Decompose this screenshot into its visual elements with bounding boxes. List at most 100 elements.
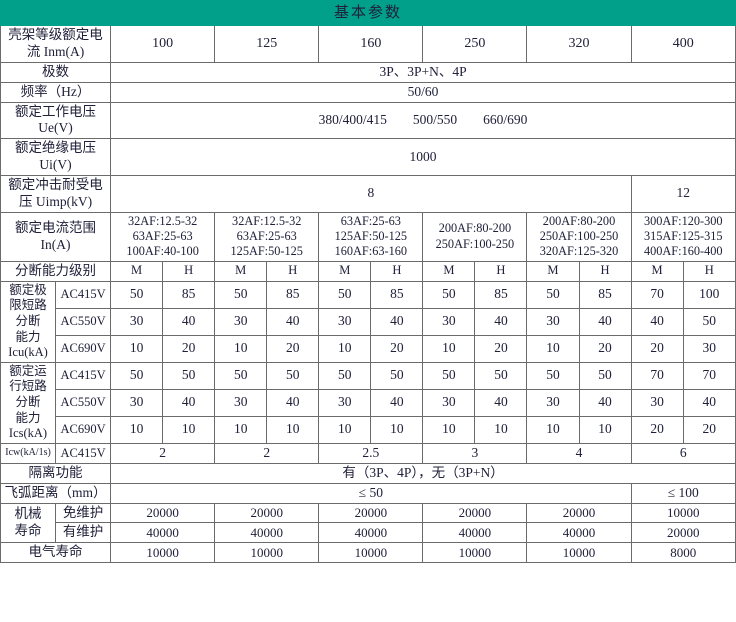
rated-current-range-row: 额定电流范围 In(A) 32AF:12.5-32 63AF:25-63 100… bbox=[0, 211, 736, 262]
breaking-class-3: H bbox=[266, 260, 320, 282]
icu-0-11: 100 bbox=[682, 280, 736, 309]
icw-value-5: 6 bbox=[630, 442, 736, 464]
mechanical-life-1-5: 20000 bbox=[630, 522, 736, 544]
mechanical-life-0-0: 20000 bbox=[110, 502, 216, 524]
breaking-class-8: M bbox=[526, 260, 580, 282]
ics-2-10: 20 bbox=[630, 415, 684, 444]
icu-0-9: 85 bbox=[578, 280, 632, 309]
poles-value: 3P、3P+N、4P bbox=[110, 61, 736, 83]
uimp-value-main: 8 bbox=[110, 175, 632, 213]
ics-1-11: 40 bbox=[682, 388, 736, 417]
mechanical-life-1-4: 40000 bbox=[526, 522, 632, 544]
mechanical-life-0-1: 20000 bbox=[214, 502, 320, 524]
ics-1-7: 40 bbox=[474, 388, 528, 417]
isolation-value: 有（3P、4P），无（3P+N） bbox=[110, 462, 736, 484]
ics-1-4: 30 bbox=[318, 388, 372, 417]
poles-row: 极数 3P、3P+N、4P bbox=[0, 61, 736, 83]
row-label-frequency: 频率（Hz） bbox=[0, 81, 112, 103]
mechanical-life-0-3: 20000 bbox=[422, 502, 528, 524]
icu-1-9: 40 bbox=[578, 307, 632, 336]
ics-2-7: 10 bbox=[474, 415, 528, 444]
icu-row-1: AC550V 30 40 30 40 30 40 30 40 30 40 40 … bbox=[1, 307, 736, 336]
icu-0-0: 50 bbox=[110, 280, 164, 309]
ics-0-2: 50 bbox=[214, 361, 268, 390]
icu-0-2: 50 bbox=[214, 280, 268, 309]
icu-row-2: AC690V 10 20 10 20 10 20 10 20 10 20 20 … bbox=[1, 334, 736, 363]
arc-distance-last: ≤ 100 bbox=[630, 482, 736, 504]
in-range-0: 32AF:12.5-32 63AF:25-63 100AF:40-100 bbox=[110, 211, 216, 262]
frame-value-3: 250 bbox=[422, 25, 528, 63]
icu-0-7: 85 bbox=[474, 280, 528, 309]
page-title: 基本参数 bbox=[0, 0, 736, 26]
icu-1-8: 30 bbox=[526, 307, 580, 336]
arc-distance-main: ≤ 50 bbox=[110, 482, 632, 504]
electrical-life-3: 10000 bbox=[422, 542, 528, 564]
row-label-icw: Icw(kA/1s) bbox=[0, 442, 57, 464]
ics-1-6: 30 bbox=[422, 388, 476, 417]
frame-value-0: 100 bbox=[110, 25, 216, 63]
icu-row-0: 额定极 限短路 分断 能力 Icu(kA) AC415V 50 85 50 85… bbox=[0, 280, 736, 363]
mechanical-life-0-4: 20000 bbox=[526, 502, 632, 524]
icw-row: Icw(kA/1s) AC415V 2 2 2.5 3 4 6 bbox=[0, 442, 736, 464]
ics-1-3: 40 bbox=[266, 388, 320, 417]
icu-2-10: 20 bbox=[630, 334, 684, 363]
ui-value: 1000 bbox=[110, 138, 736, 176]
ics-0-7: 50 bbox=[474, 361, 528, 390]
ics-1-5: 40 bbox=[370, 388, 424, 417]
icu-sublabel-2: AC690V bbox=[55, 334, 112, 363]
icw-sublabel: AC415V bbox=[55, 442, 112, 464]
icu-0-4: 50 bbox=[318, 280, 372, 309]
icu-2-3: 20 bbox=[266, 334, 320, 363]
row-label-in-range: 额定电流范围 In(A) bbox=[0, 211, 112, 262]
ics-2-4: 10 bbox=[318, 415, 372, 444]
icu-1-1: 40 bbox=[162, 307, 216, 336]
ics-2-6: 10 bbox=[422, 415, 476, 444]
row-label-frame-rating: 壳架等级额定电 流 Inm(A) bbox=[0, 25, 112, 63]
frame-rating-row: 壳架等级额定电 流 Inm(A) 100 125 160 250 320 400 bbox=[0, 25, 736, 63]
electrical-life-2: 10000 bbox=[318, 542, 424, 564]
icu-2-5: 20 bbox=[370, 334, 424, 363]
row-label-electrical-life: 电气寿命 bbox=[0, 542, 112, 564]
icu-2-9: 20 bbox=[578, 334, 632, 363]
ue-value-1: 500/550 bbox=[412, 111, 458, 127]
icu-sublabel-0: AC415V bbox=[55, 280, 112, 309]
ics-0-3: 50 bbox=[266, 361, 320, 390]
mechanical-life-1-0: 40000 bbox=[110, 522, 216, 544]
row-label-breaking-class: 分断能力级别 bbox=[0, 260, 112, 282]
uimp-value-last: 12 bbox=[630, 175, 736, 213]
ics-1-8: 30 bbox=[526, 388, 580, 417]
rated-insulation-voltage-row: 额定绝缘电压 Ui(V) 1000 bbox=[0, 138, 736, 176]
in-range-5: 300AF:120-300 315AF:125-315 400AF:160-40… bbox=[630, 211, 736, 262]
ics-2-11: 20 bbox=[682, 415, 736, 444]
breaking-class-2: M bbox=[214, 260, 268, 282]
mechanical-life-1-2: 40000 bbox=[318, 522, 424, 544]
icu-1-7: 40 bbox=[474, 307, 528, 336]
frame-value-1: 125 bbox=[214, 25, 320, 63]
icu-2-1: 20 bbox=[162, 334, 216, 363]
frequency-value: 50/60 bbox=[110, 81, 736, 103]
icw-value-1: 2 bbox=[214, 442, 320, 464]
rated-working-voltage-row: 额定工作电压 Ue(V) 380/400/415 500/550 660/690 bbox=[0, 101, 736, 140]
ics-0-11: 70 bbox=[682, 361, 736, 390]
row-label-ue: 额定工作电压 Ue(V) bbox=[0, 101, 112, 140]
row-label-mechanical-life: 机械 寿命 bbox=[0, 502, 57, 544]
icu-sublabel-1: AC550V bbox=[55, 307, 112, 336]
ics-2-5: 10 bbox=[370, 415, 424, 444]
icu-0-3: 85 bbox=[266, 280, 320, 309]
icu-2-2: 10 bbox=[214, 334, 268, 363]
icu-1-3: 40 bbox=[266, 307, 320, 336]
mechanical-life-sublabel-1: 有维护 bbox=[55, 522, 112, 544]
frame-value-2: 160 bbox=[318, 25, 424, 63]
ue-value: 380/400/415 500/550 660/690 bbox=[110, 101, 736, 140]
mechanical-life-0-2: 20000 bbox=[318, 502, 424, 524]
ics-sublabel-1: AC550V bbox=[55, 388, 112, 417]
mechanical-life-1-1: 40000 bbox=[214, 522, 320, 544]
row-label-icu: 额定极 限短路 分断 能力 Icu(kA) bbox=[0, 280, 57, 363]
electrical-life-row: 电气寿命 10000 10000 10000 10000 10000 8000 bbox=[0, 542, 736, 564]
in-range-4: 200AF:80-200 250AF:100-250 320AF:125-320 bbox=[526, 211, 632, 262]
isolation-row: 隔离功能 有（3P、4P），无（3P+N） bbox=[0, 462, 736, 484]
icu-1-2: 30 bbox=[214, 307, 268, 336]
breaking-class-6: M bbox=[422, 260, 476, 282]
icu-2-8: 10 bbox=[526, 334, 580, 363]
arc-distance-row: 飞弧距离（mm） ≤ 50 ≤ 100 bbox=[0, 482, 736, 504]
